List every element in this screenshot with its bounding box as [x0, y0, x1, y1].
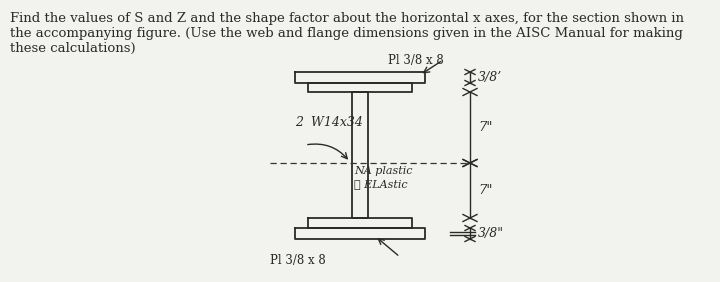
Text: Pl 3/8 x 8: Pl 3/8 x 8 — [388, 54, 444, 67]
Text: NA plastic: NA plastic — [354, 166, 413, 176]
Text: ℓ ELAstic: ℓ ELAstic — [354, 179, 408, 189]
Text: Pl 3/8 x 8: Pl 3/8 x 8 — [270, 254, 325, 267]
Text: 7": 7" — [478, 121, 492, 134]
Text: these calculations): these calculations) — [10, 42, 135, 55]
Text: Find the values of S and Z and the shape factor about the horizontal x axes, for: Find the values of S and Z and the shape… — [10, 12, 684, 25]
Text: 3/8": 3/8" — [478, 227, 504, 240]
Text: 3/8’: 3/8’ — [478, 71, 503, 84]
Text: 7": 7" — [478, 184, 492, 197]
Text: 2  W14x34: 2 W14x34 — [295, 116, 363, 129]
Text: the accompanying figure. (Use the web and flange dimensions given in the AISC Ma: the accompanying figure. (Use the web an… — [10, 27, 683, 40]
